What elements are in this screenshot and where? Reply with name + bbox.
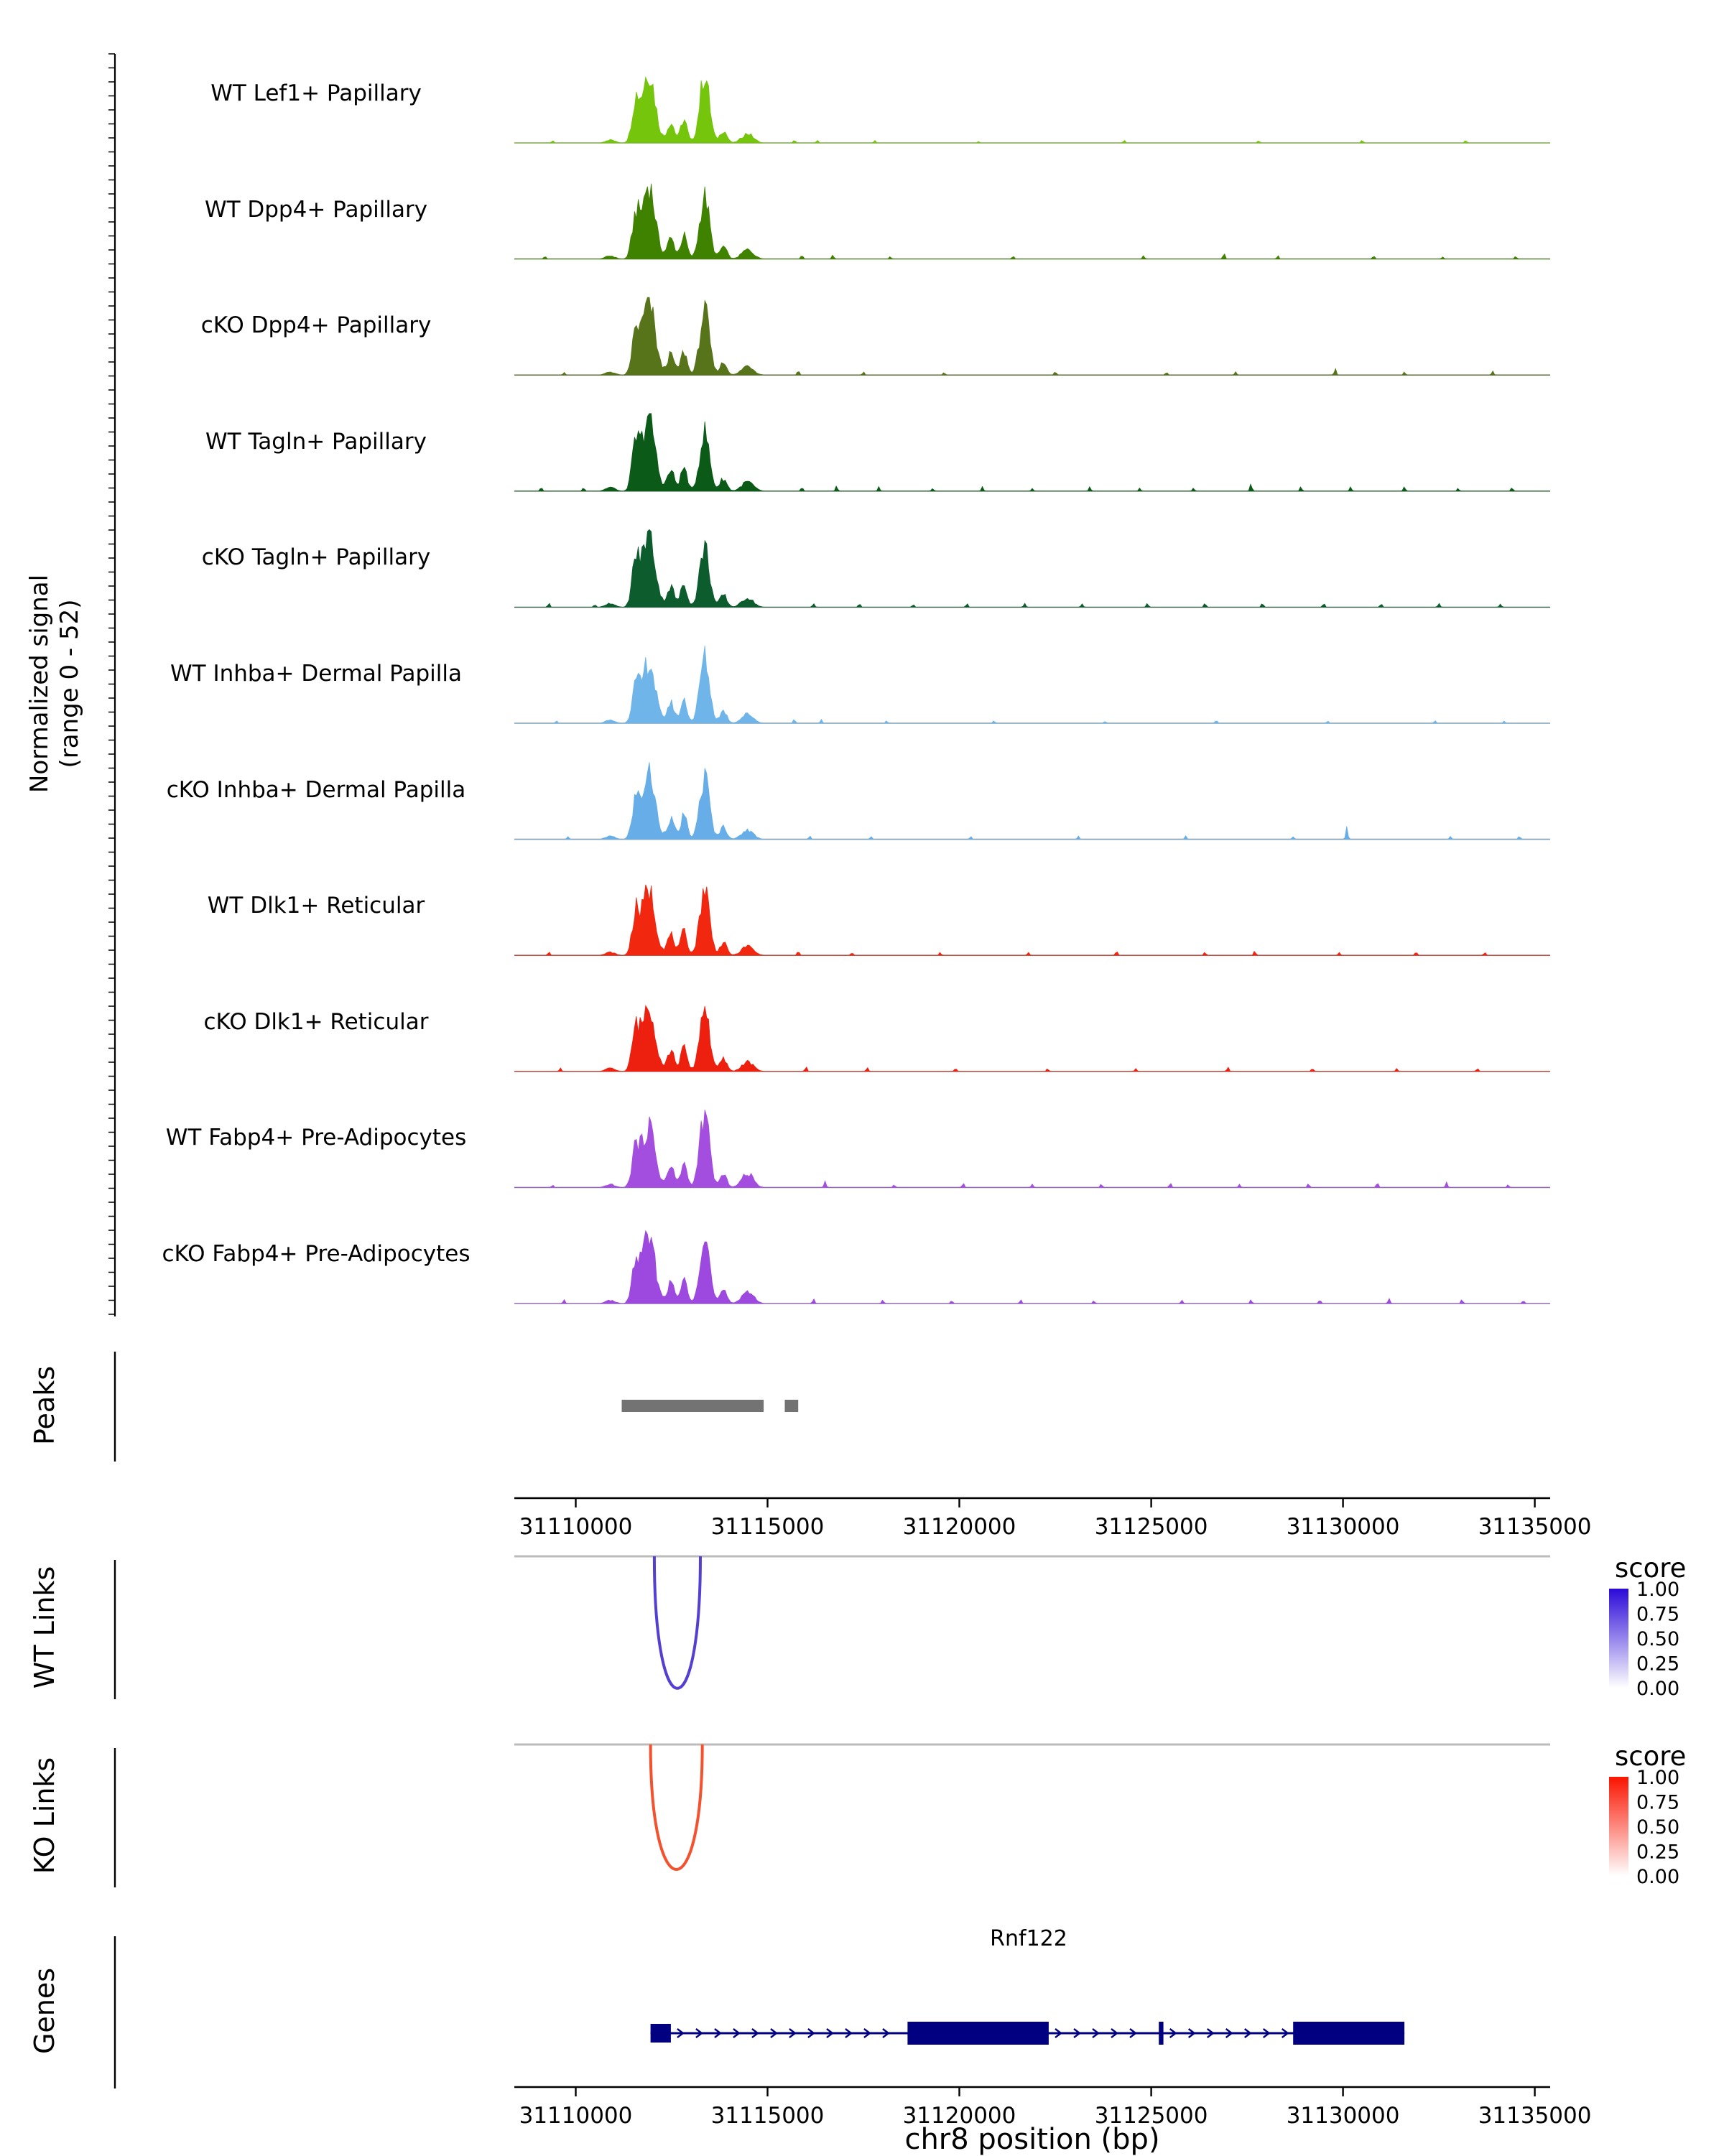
strand-arrow-icon	[695, 2028, 703, 2038]
x-axis-tick-label: 31120000	[903, 2103, 1016, 2129]
track-label: cKO Dpp4+ Papillary	[201, 312, 432, 338]
strand-arrow-icon	[882, 2028, 890, 2038]
track-label: cKO Tagln+ Papillary	[202, 544, 430, 570]
strand-arrow-icon	[1169, 2028, 1177, 2038]
track-label: cKO Inhba+ Dermal Papilla	[167, 777, 466, 803]
x-axis-tick-label: 31130000	[1287, 1514, 1400, 1540]
x-axis-tick-label: 31110000	[519, 1514, 633, 1540]
score-legend-gradient	[1609, 1589, 1628, 1688]
score-legend-tick-label: 0.50	[1636, 1628, 1679, 1650]
x-axis-tick-label: 31135000	[1478, 2103, 1592, 2129]
strand-arrow-icon	[826, 2028, 834, 2038]
strand-arrow-icon	[1187, 2028, 1196, 2038]
strand-arrow-icon	[807, 2028, 815, 2038]
strand-arrow-icon	[733, 2028, 741, 2038]
peak-interval	[784, 1400, 799, 1412]
strand-arrow-icon	[845, 2028, 853, 2038]
strand-arrow-icon	[1129, 2028, 1137, 2038]
track-label: WT Dlk1+ Reticular	[208, 893, 425, 919]
link-arc	[649, 1744, 704, 1871]
strand-arrow-icon	[863, 2028, 871, 2038]
track-label: WT Fabp4+ Pre-Adipocytes	[166, 1125, 467, 1151]
score-legend-tick-label: 0.25	[1636, 1841, 1679, 1864]
coverage-area	[514, 75, 1550, 144]
coverage-area	[514, 1005, 1550, 1072]
strand-arrow-icon	[1206, 2028, 1215, 2038]
score-legend-tick-label: 0.75	[1636, 1792, 1679, 1814]
link-arc	[652, 1556, 702, 1690]
x-axis-tick-label: 31110000	[519, 2103, 633, 2129]
gene-exon	[1159, 2022, 1164, 2045]
x-axis-tick-label: 31135000	[1478, 1514, 1592, 1540]
gene-name: Rnf122	[990, 1926, 1067, 1951]
gene-exon	[650, 2024, 671, 2043]
score-legend-tick-label: 0.25	[1636, 1653, 1679, 1676]
coverage-area	[514, 297, 1550, 376]
genes-panel-label: Genes	[29, 1967, 60, 2055]
score-legend-tick-label: 1.00	[1636, 1767, 1679, 1789]
x-axis-tick-label: 31115000	[711, 1514, 825, 1540]
score-legend-tick-label: 0.75	[1636, 1604, 1679, 1626]
track-label: WT Tagln+ Papillary	[205, 429, 427, 455]
coverage-area	[514, 884, 1550, 956]
wt-links-panel-label: WT Links	[29, 1566, 60, 1689]
score-legend-tick-label: 0.00	[1636, 1678, 1679, 1700]
coverage-area	[514, 413, 1550, 492]
coverage-area	[514, 1230, 1550, 1304]
strand-arrow-icon	[1055, 2028, 1062, 2038]
coverage-area	[514, 762, 1550, 840]
x-axis-tick-label: 31115000	[711, 2103, 825, 2129]
strand-arrow-icon	[1262, 2028, 1271, 2038]
coverage-area	[514, 645, 1550, 724]
track-label: cKO Dlk1+ Reticular	[204, 1009, 429, 1035]
x-axis-tick-label: 31130000	[1287, 2103, 1400, 2129]
track-label: WT Dpp4+ Papillary	[205, 197, 427, 223]
strand-arrow-icon	[714, 2028, 722, 2038]
track-label: WT Lef1+ Papillary	[210, 80, 422, 106]
y-axis-title: Normalized signal (range 0 - 52)	[24, 575, 85, 793]
x-axis-label: chr8 position (bp)	[904, 2123, 1160, 2156]
strand-arrow-icon	[1111, 2028, 1118, 2038]
gene-exon	[907, 2022, 1049, 2045]
coverage-area	[514, 183, 1550, 259]
ko-links-panel-label: KO Links	[29, 1757, 60, 1874]
track-label: WT Inhba+ Dermal Papilla	[170, 661, 462, 687]
strand-arrow-icon	[770, 2028, 778, 2038]
score-legend-tick-label: 0.50	[1636, 1816, 1679, 1839]
strand-arrow-icon	[1073, 2028, 1081, 2038]
x-axis-tick-label: 31125000	[1095, 1514, 1208, 1540]
wt-score-legend-title: score	[1615, 1553, 1687, 1584]
y-axis-title-line1: Normalized signal	[25, 574, 54, 794]
strand-arrow-icon	[1281, 2028, 1289, 2038]
x-axis-tick-label: 31125000	[1095, 2103, 1208, 2129]
coverage-area	[514, 529, 1550, 608]
track-label: cKO Fabp4+ Pre-Adipocytes	[162, 1241, 471, 1267]
strand-arrow-icon	[1092, 2028, 1100, 2038]
strand-arrow-icon	[1225, 2028, 1233, 2038]
strand-arrow-icon	[789, 2028, 797, 2038]
coverage-area	[514, 1110, 1550, 1188]
y-axis-title-line2: (range 0 - 52)	[55, 599, 84, 768]
peak-interval	[621, 1400, 764, 1412]
strand-arrow-icon	[751, 2028, 759, 2038]
score-legend-tick-label: 0.00	[1636, 1866, 1679, 1888]
ko-score-legend-title: score	[1615, 1741, 1687, 1772]
strand-arrow-icon	[1243, 2028, 1252, 2038]
gene-exon	[1293, 2022, 1405, 2045]
score-legend-gradient	[1609, 1777, 1628, 1876]
strand-arrow-icon	[677, 2028, 685, 2038]
x-axis-tick-label: 31120000	[903, 1514, 1016, 1540]
score-legend-tick-label: 1.00	[1636, 1579, 1679, 1601]
peaks-panel-label: Peaks	[29, 1365, 60, 1446]
